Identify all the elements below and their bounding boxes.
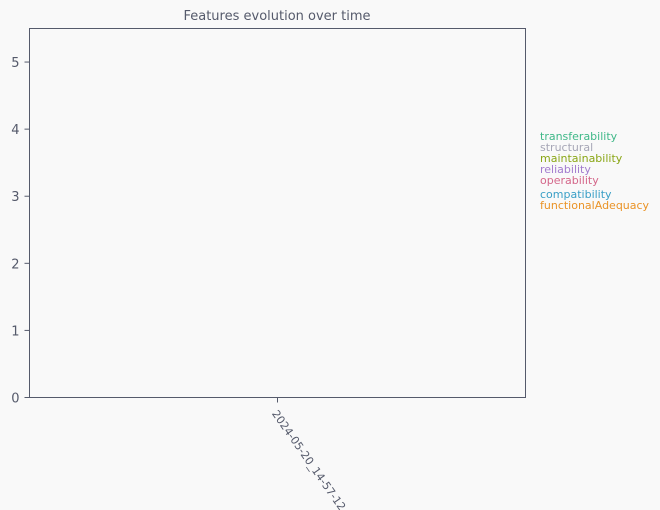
x-axis: 2024-05-20_14-57-12 — [269, 397, 348, 510]
legend-item-maintainability: maintainability — [540, 152, 623, 165]
y-tick-label: 4 — [11, 123, 19, 138]
y-tick-label: 0 — [11, 392, 19, 407]
legend-item-functionalAdequacy: functionalAdequacy — [540, 199, 650, 212]
legend: transferabilitystructuralmaintainability… — [540, 130, 650, 212]
y-tick-label: 5 — [11, 56, 19, 71]
y-tick-label: 1 — [11, 324, 19, 339]
legend-item-reliability: reliability — [540, 163, 591, 176]
legend-item-transferability: transferability — [540, 130, 618, 143]
legend-item-compatibility: compatibility — [540, 188, 612, 201]
plot-frame — [29, 28, 526, 398]
legend-item-structural: structural — [540, 141, 593, 154]
chart-title: Features evolution over time — [183, 9, 370, 24]
y-tick-label: 2 — [11, 257, 19, 272]
x-tick-label: 2024-05-20_14-57-12 — [269, 408, 348, 510]
y-tick-label: 3 — [11, 190, 19, 205]
legend-item-operability: operability — [540, 174, 599, 187]
y-axis: 0 1 2 3 4 5 — [11, 56, 30, 407]
